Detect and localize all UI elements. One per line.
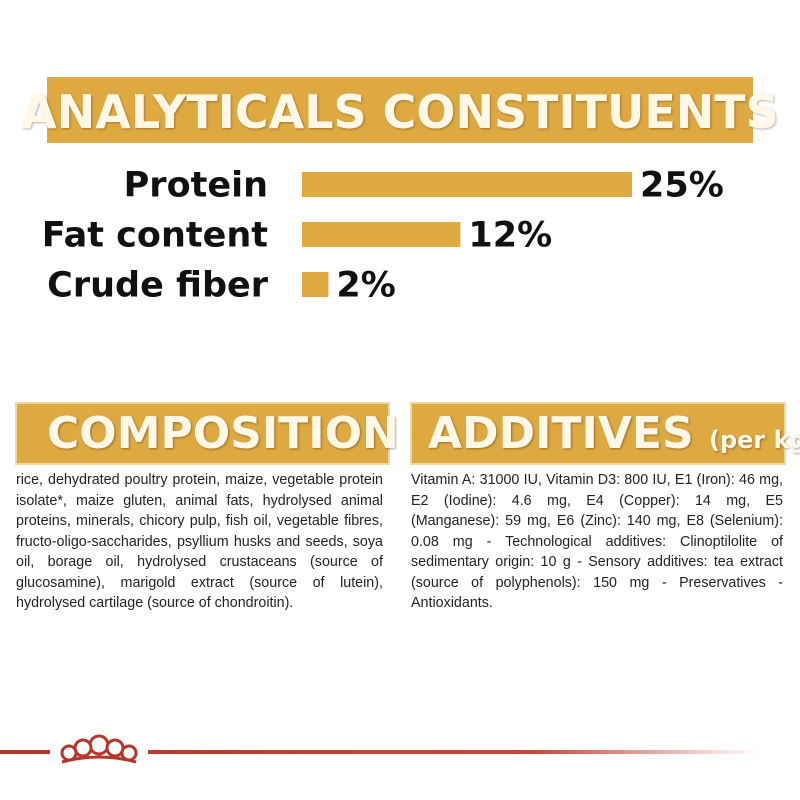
value-label: 2%	[336, 266, 395, 306]
bar	[302, 172, 632, 197]
title: ANALYTICALS CONSTITUENTS	[21, 85, 779, 139]
value-label: 25%	[640, 166, 724, 206]
bar	[302, 272, 329, 297]
composition-header: COMPOSITION	[15, 402, 399, 465]
additives-title: ADDITIVES	[428, 408, 694, 459]
value-label: 12%	[468, 216, 552, 256]
composition-title: COMPOSITION	[47, 408, 399, 459]
category-label: Protein	[124, 166, 268, 206]
category-label: Crude fiber	[47, 266, 269, 306]
crown-logo	[50, 728, 148, 772]
footer-line	[0, 750, 760, 754]
title-banner	[47, 77, 753, 143]
bar	[302, 222, 461, 247]
additives-header: ADDITIVES (per kg)	[410, 402, 800, 465]
additives-text: Vitamin A: 31000 IU, Vitamin D3: 800 IU,…	[411, 472, 783, 611]
additives-unit: (per kg)	[708, 426, 800, 454]
category-label: Fat content	[42, 216, 268, 256]
composition-text: rice, dehydrated poultry protein, maize,…	[16, 472, 383, 611]
